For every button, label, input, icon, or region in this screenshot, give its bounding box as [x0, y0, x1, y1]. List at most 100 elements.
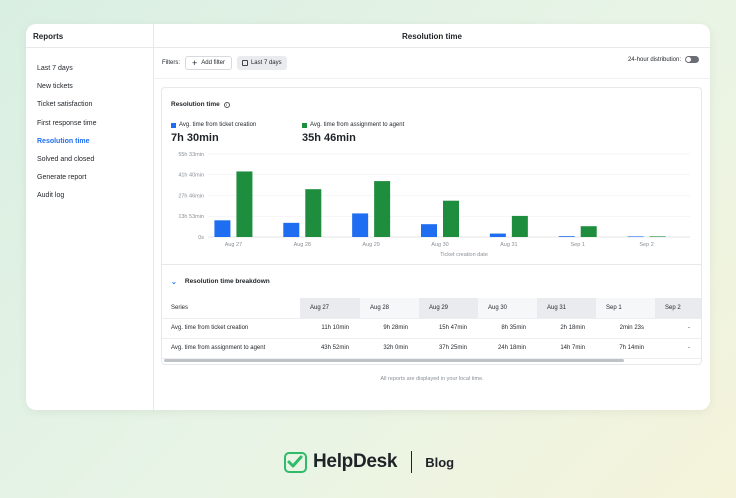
breakdown-title: Resolution time breakdown: [184, 278, 270, 285]
value-cell: 7h 14min: [596, 338, 655, 359]
value-cell: 9h 28min: [360, 318, 419, 339]
metric-creation-value: 7h 30min: [171, 132, 219, 144]
value-cell: 2min 23s: [596, 318, 655, 339]
y-tick-label: 13h 53min: [178, 214, 204, 220]
main-area: Resolution time Filters: + Add filter La…: [154, 24, 710, 410]
table-row: Avg. time from ticket creation 11h 10min…: [162, 318, 701, 339]
x-tick-label: Aug 27: [225, 242, 242, 248]
info-icon[interactable]: i: [223, 101, 230, 108]
brand-name: HelpDesk: [313, 451, 398, 472]
sidebar-item-ticket-satisfaction[interactable]: Ticket satisfaction: [37, 101, 93, 109]
add-filter-button[interactable]: + Add filter: [185, 56, 232, 70]
date-range-label: Last 7 days: [250, 60, 282, 66]
bar: [236, 171, 253, 237]
bar: [627, 236, 644, 237]
brand-section: Blog: [425, 454, 455, 470]
brand-logo: HelpDesk Blog: [284, 450, 454, 474]
chevron-down-icon: ⌄: [171, 278, 177, 286]
y-tick-label: 41h 40min: [178, 173, 204, 179]
sidebar-item-solved-and-closed[interactable]: Solved and closed: [37, 155, 95, 163]
x-tick-label: Aug 28: [294, 242, 311, 248]
sidebar-title: Reports: [26, 24, 153, 48]
value-cell: 2h 18min: [537, 318, 596, 339]
sidebar-item-generate-report[interactable]: Generate report: [37, 174, 87, 182]
filter-bar: Filters: + Add filter Last 7 days: [162, 55, 287, 71]
bar: [214, 220, 231, 237]
scrollbar-thumb[interactable]: [164, 359, 624, 362]
y-tick-label: 0s: [198, 235, 204, 241]
column-header[interactable]: Aug 31: [537, 298, 596, 319]
metric-assignment: Avg. time from assignment to agent 35h 4…: [302, 122, 404, 144]
plus-icon: +: [192, 57, 198, 68]
chart-title-text: Resolution time: [171, 101, 220, 108]
filters-label: Filters:: [162, 60, 180, 66]
x-tick-label: Aug 30: [431, 242, 448, 248]
sidebar-item-first-response-time[interactable]: First response time: [37, 119, 97, 127]
date-range-button[interactable]: Last 7 days: [236, 56, 287, 70]
resolution-time-chart: 0s 13h 53min 27h 46min 41h 40min 55h 33min Au…: [178, 152, 690, 258]
bar: [283, 222, 300, 237]
series-header: Series: [162, 298, 300, 319]
sidebar: Reports Last 7 days New tickets Ticket s…: [26, 24, 154, 410]
metric-assignment-label: Avg. time from assignment to agent: [310, 122, 405, 128]
value-cell: 11h 10min: [300, 318, 360, 339]
bar: [580, 226, 597, 237]
metric-assignment-value: 35h 46min: [302, 132, 356, 144]
table-row: Avg. time from assignment to agent 43h 5…: [162, 338, 701, 359]
green-swatch-icon: [302, 122, 307, 128]
bar: [489, 233, 506, 237]
footnote: All reports are displayed in your local …: [380, 376, 484, 382]
x-axis-label: Ticket creation date: [440, 252, 488, 258]
sidebar-item-last-7-days[interactable]: Last 7 days: [37, 65, 73, 72]
column-header[interactable]: Sep 1: [596, 298, 655, 319]
report-window: Reports Last 7 days New tickets Ticket s…: [26, 24, 710, 410]
horizontal-scrollbar[interactable]: [162, 359, 703, 362]
y-tick-label: 27h 46min: [178, 194, 204, 200]
checkmark-icon: [284, 451, 307, 473]
metric-creation: Avg. time from ticket creation 7h 30min: [171, 122, 256, 144]
value-cell: 32h 0min: [360, 338, 419, 359]
metric-creation-label: Avg. time from ticket creation: [179, 122, 257, 128]
calendar-icon: [241, 60, 248, 66]
sidebar-item-new-tickets[interactable]: New tickets: [37, 83, 73, 91]
column-header[interactable]: Aug 27: [300, 298, 360, 319]
distribution-control: 24-hour distribution:: [628, 56, 699, 63]
x-tick-label: Sep 1: [571, 242, 585, 248]
add-filter-label: Add filter: [201, 60, 225, 66]
breakdown-table: Series Aug 27 Aug 28 Aug 29 Aug 30 Aug 3…: [162, 298, 701, 359]
x-tick-label: Sep 2: [639, 242, 653, 248]
table-header-row: Series Aug 27 Aug 28 Aug 29 Aug 30 Aug 3…: [162, 298, 701, 319]
value-cell: 15h 47min: [419, 318, 478, 339]
column-header[interactable]: Sep 2: [655, 298, 701, 319]
breakdown-toggle[interactable]: ⌄ Resolution time breakdown: [162, 264, 701, 298]
brand-divider: [411, 451, 413, 473]
value-cell: 37h 25min: [419, 338, 478, 359]
chart-panel: Resolution time i Avg. time from ticket …: [161, 87, 702, 365]
bar: [649, 236, 666, 237]
sidebar-list: Last 7 days New tickets Ticket satisfact…: [26, 48, 153, 210]
distribution-toggle[interactable]: [685, 56, 699, 63]
bar: [421, 224, 437, 237]
sidebar-item-audit-log[interactable]: Audit log: [37, 192, 65, 200]
value-cell: 24h 18min: [478, 338, 537, 359]
bar: [305, 189, 322, 237]
y-tick-label: 55h 33min: [178, 152, 204, 158]
divider: [154, 78, 710, 79]
column-header[interactable]: Aug 28: [360, 298, 419, 319]
bar: [352, 213, 369, 237]
bar: [374, 181, 391, 237]
series-cell: Avg. time from assignment to agent: [162, 338, 300, 359]
distribution-label: 24-hour distribution:: [627, 56, 681, 63]
x-tick-label: Aug 31: [500, 242, 517, 248]
value-cell: 8h 35min: [478, 318, 537, 339]
bar: [511, 215, 528, 237]
sidebar-item-resolution-time[interactable]: Resolution time: [37, 137, 90, 145]
series-cell: Avg. time from ticket creation: [162, 318, 300, 339]
page-title: Resolution time: [154, 24, 710, 48]
bar: [443, 200, 459, 237]
column-header[interactable]: Aug 30: [478, 298, 537, 319]
x-tick-label: Aug 29: [362, 242, 379, 248]
value-cell: 14h 7min: [537, 338, 596, 359]
value-cell: -: [655, 338, 701, 359]
column-header[interactable]: Aug 29: [419, 298, 478, 319]
